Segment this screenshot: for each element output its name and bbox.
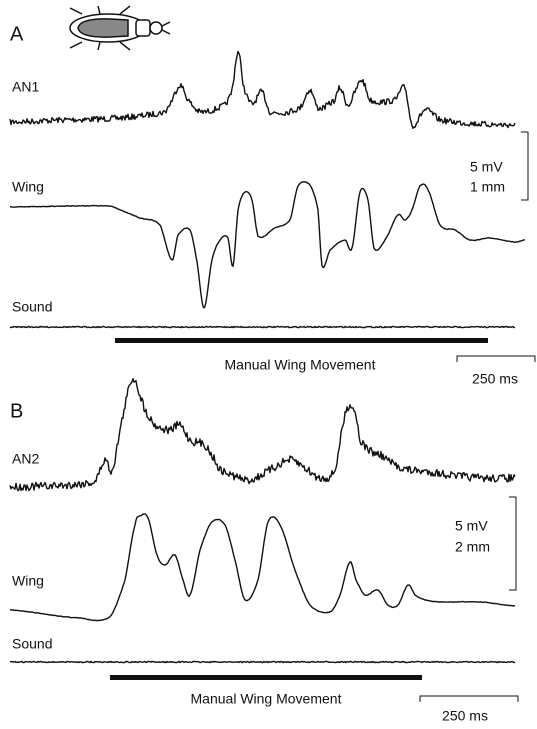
trace-label: Wing [12,573,44,589]
bar-label: Manual Wing Movement [191,691,342,707]
trace [9,513,516,622]
trace-label: AN1 [12,79,39,95]
trace [9,378,516,492]
trace [9,660,516,664]
trace [10,181,526,309]
panel-label: B [10,400,23,422]
trace-label: Sound [12,636,52,652]
beetle-icon [69,5,171,51]
time-scale-label: 250 ms [442,708,488,724]
scale-bar [521,131,529,201]
time-scale [456,355,536,362]
scale-label: 5 mV [455,518,488,534]
trace-label: AN2 [12,451,39,467]
trace [9,325,516,329]
trace-label: Sound [12,299,52,315]
time-scale [419,695,519,702]
scale-label: 2 mm [455,539,490,555]
time-scale-label: 250 ms [472,371,518,387]
trace [9,50,516,129]
bar-label: Manual Wing Movement [225,357,376,373]
movement-bar [115,338,488,343]
scale-bar [509,496,517,591]
movement-bar [110,675,422,680]
scale-label: 5 mV [470,159,503,175]
trace-label: Wing [12,179,44,195]
scale-label: 1 mm [470,179,505,195]
panel-label: A [10,23,24,45]
